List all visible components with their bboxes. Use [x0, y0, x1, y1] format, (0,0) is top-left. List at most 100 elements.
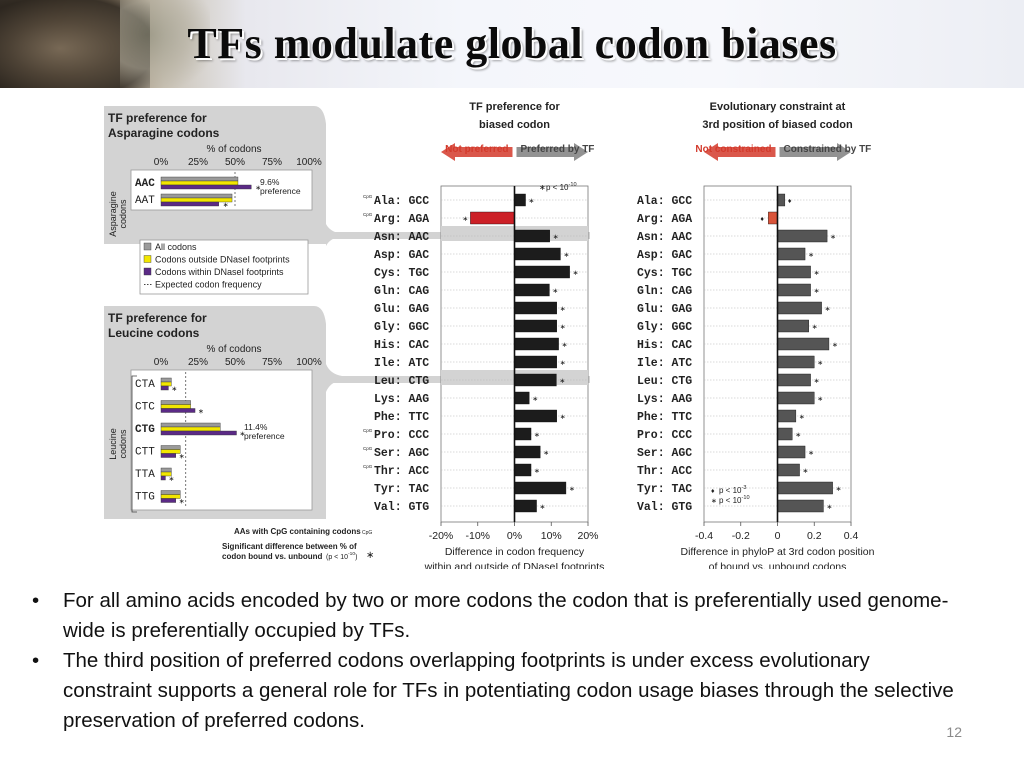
- tf-preference-bar-marker: ∗: [560, 414, 566, 421]
- constraint-row-label: Asn: AAC: [637, 231, 692, 244]
- tf-preference-row-label: Asn: AAC: [374, 231, 429, 244]
- tf-preference-bar-marker: ∗: [534, 432, 540, 439]
- constraint-bar-marker: ∗: [803, 468, 809, 475]
- tf-preference-row-label: Leu: CTG: [374, 375, 429, 388]
- constraint-bar-marker: ∗: [826, 504, 832, 511]
- constraint-tick-label: -0.4: [695, 530, 713, 542]
- leucine-annotation-line1: 11.4%: [244, 422, 268, 432]
- tf-preference-title-line2: biased codon: [479, 119, 550, 131]
- legend-label: All codons: [155, 242, 197, 252]
- asparagine-annotation-line1: 9.6%: [260, 177, 280, 187]
- bullet-text: The third position of preferred codons o…: [63, 649, 954, 732]
- constraint-title-line2: 3rd position of biased codon: [702, 119, 853, 131]
- constraint-legend-marker: ∗: [711, 498, 717, 505]
- constraint-bar-marker: ♦: [788, 198, 792, 205]
- bar-all-codons: [160, 490, 181, 495]
- tf-preference-row-label: Phe: TTC: [374, 411, 429, 424]
- codon-label: CTG: [135, 424, 155, 436]
- tf-preference-bar: [514, 499, 537, 513]
- bar-codons-within-dnasei-footprints: [160, 475, 166, 481]
- leucine-tick-label: 25%: [188, 357, 208, 368]
- codon-label: CTC: [135, 402, 155, 414]
- constraint-row-label: His: CAC: [637, 339, 692, 352]
- significance-footnote-line1: Significant difference between % of: [222, 542, 357, 551]
- constraint-bar: [777, 499, 824, 513]
- constraint-legend-label: p < 10-3: [719, 485, 746, 495]
- constraint-bar: [777, 301, 822, 315]
- tf-preference-row-label: Ile: ATC: [374, 357, 429, 370]
- leucine-tick-label: 75%: [262, 357, 282, 368]
- cpg-tag: CpG: [362, 530, 372, 536]
- bar-codons-within-dnasei-footprints: [160, 385, 169, 391]
- bar-all-codons: [160, 445, 181, 450]
- constraint-bar: [777, 193, 786, 207]
- tf-preference-bar-marker: ∗: [553, 234, 559, 241]
- significance-star: ∗: [198, 409, 204, 416]
- significance-star: ∗: [168, 476, 174, 483]
- tf-preference-bar: [514, 301, 557, 315]
- bar-codons-outside-dnasei-footprints: [160, 471, 172, 477]
- constraint-legend-label: p < 10-10: [719, 495, 750, 505]
- tf-preference-bar: [514, 355, 557, 369]
- tf-preference-bar-marker: ∗: [569, 486, 575, 493]
- constraint-bar: [768, 211, 778, 225]
- tf-preference-bar-marker: ∗: [563, 252, 569, 259]
- leucine-title-line2: Leucine codons: [108, 326, 200, 340]
- bullet-item: • For all amino acids encoded by two or m…: [30, 586, 960, 646]
- constraint-xlabel-line2: of bound vs. unbound codons: [709, 561, 847, 569]
- tf-preference-left-arrow: [441, 143, 513, 161]
- constraint-bar-marker: ∗: [814, 378, 820, 385]
- tf-preference-tick-label: 10%: [541, 530, 562, 542]
- leucine-title-line1: TF preference for: [108, 311, 207, 325]
- tf-preference-tick-label: 0%: [507, 530, 522, 542]
- tf-preference-row-label: Ala: GCC: [374, 195, 429, 208]
- bar-codons-within-dnasei-footprints: [160, 184, 252, 190]
- tf-preference-right-arrow: [516, 143, 588, 161]
- legend-swatch: [143, 242, 152, 251]
- constraint-bar-marker: ∗: [836, 486, 842, 493]
- tf-preference-bar: [514, 445, 541, 459]
- legend-box: [139, 239, 309, 295]
- tf-preference-bar-marker: ∗: [540, 504, 546, 511]
- page-number: 12: [946, 724, 962, 740]
- constraint-bar-marker: ∗: [814, 288, 820, 295]
- tf-preference-row-label: Cys: TGC: [374, 267, 429, 280]
- asparagine-xlabel: % of codons: [206, 144, 261, 155]
- constraint-bar-marker: ♦: [760, 216, 764, 223]
- bar-codons-within-dnasei-footprints: [160, 430, 237, 436]
- constraint-bar-marker: ∗: [812, 324, 818, 331]
- bullet-item: • The third position of preferred codons …: [30, 646, 960, 736]
- constraint-bar-marker: ∗: [817, 360, 823, 367]
- asparagine-tick-label: 50%: [225, 157, 245, 168]
- constraint-bar: [777, 283, 811, 297]
- codon-label: AAT: [135, 195, 155, 207]
- constraint-bar: [777, 391, 815, 405]
- tf-preference-row-label: His: CAC: [374, 339, 429, 352]
- bar-codons-outside-dnasei-footprints: [160, 426, 221, 432]
- tf-preference-bar: [514, 319, 557, 333]
- significance-star: ∗: [239, 431, 245, 438]
- constraint-bar-marker: ∗: [808, 252, 814, 259]
- tf-preference-left-arrow-label: Not preferred: [445, 144, 508, 155]
- tf-preference-right-arrow-label: Preferred by TF: [521, 144, 595, 155]
- legend-label: Codons outside DNaseI footprints: [155, 255, 290, 265]
- bar-all-codons: [160, 400, 191, 405]
- constraint-bar: [777, 373, 811, 387]
- asparagine-tick-label: 75%: [262, 157, 282, 168]
- constraint-bar-marker: ∗: [808, 450, 814, 457]
- significance-star: ∗: [179, 454, 185, 461]
- constraint-xlabel-line1: Difference in phyloP at 3rd codon positi…: [681, 546, 875, 558]
- bar-codons-outside-dnasei-footprints: [160, 494, 181, 499]
- leu-callout-band: [290, 376, 590, 383]
- tf-preference-bar: [514, 391, 530, 405]
- tf-preference-cpg-tag: CpG: [363, 446, 373, 451]
- title-banner: [0, 0, 1024, 88]
- tf-preference-bar-marker: ∗: [562, 342, 568, 349]
- tf-preference-pvalue-note: p < 10-10: [546, 182, 577, 192]
- tf-preference-tick-label: -10%: [465, 530, 490, 542]
- constraint-legend-marker: ♦: [711, 488, 715, 495]
- constraint-bar: [777, 445, 806, 459]
- constraint-row-label: Lys: AAG: [637, 393, 692, 406]
- constraint-tick-label: 0.4: [844, 530, 859, 542]
